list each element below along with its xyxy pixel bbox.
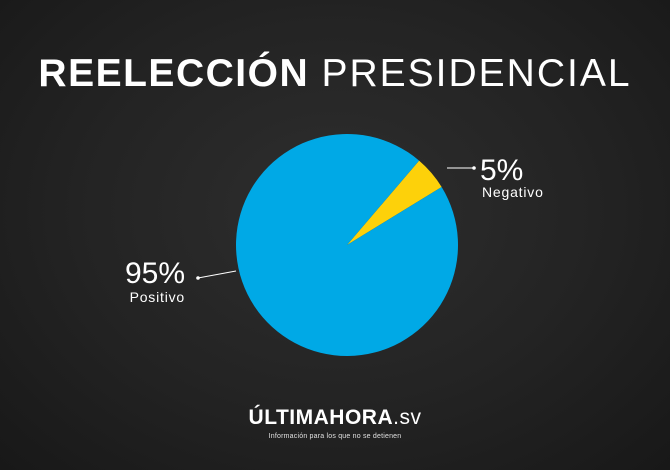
leader-dot-negativo xyxy=(472,166,476,170)
leader-line-positivo xyxy=(197,270,237,279)
title-light: PRESIDENCIAL xyxy=(321,52,632,95)
chart-title: REELECCIÓN PRESIDENCIAL xyxy=(0,52,670,96)
data-label-value-positivo: 95% xyxy=(125,257,185,290)
data-label-name-negativo: Negativo xyxy=(482,184,544,200)
brand-name: ÚLTIMAHORA xyxy=(248,406,394,429)
brand-suffix: .sv xyxy=(393,406,422,429)
data-label-name-positivo: Positivo xyxy=(130,289,185,305)
brand-tagline: Información para los que no se detienen xyxy=(268,433,402,440)
pie-slice-negativo xyxy=(347,160,442,245)
data-label-value-negativo: 5% xyxy=(480,154,523,187)
brand-logo: ÚLTIMAHORA.sv Información para los que n… xyxy=(0,406,670,440)
leader-dot-positivo xyxy=(196,276,200,280)
brand-name-row: ÚLTIMAHORA.sv xyxy=(0,406,670,430)
pie-slice-positivo xyxy=(236,133,458,356)
title-bold: REELECCIÓN xyxy=(38,52,310,95)
